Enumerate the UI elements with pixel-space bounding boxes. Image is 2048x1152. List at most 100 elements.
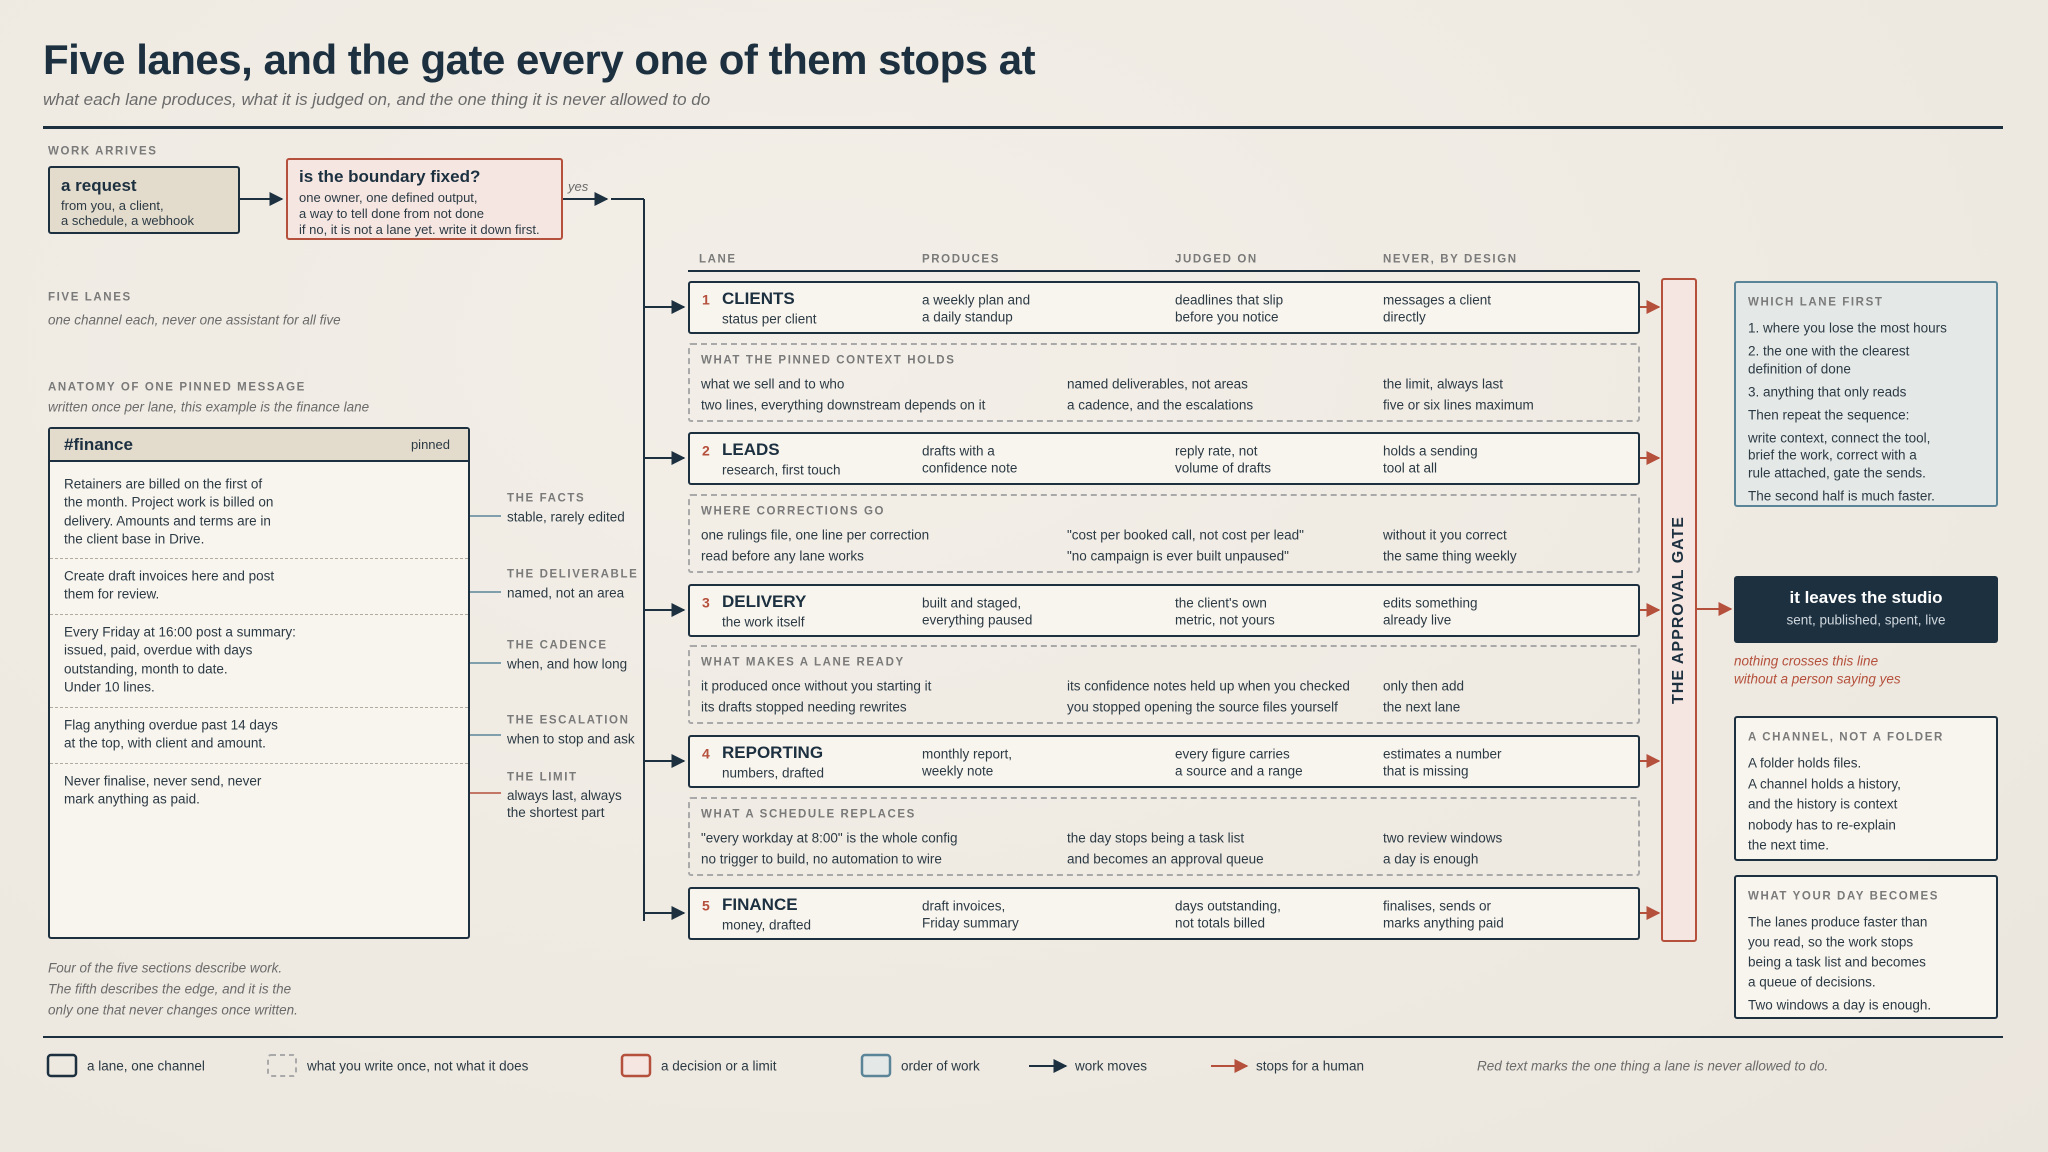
lane-never: messages a client — [1383, 292, 1492, 308]
legend-label: order of work — [901, 1058, 980, 1074]
lane-sub: the work itself — [722, 614, 805, 630]
lane-box — [688, 735, 1640, 788]
request-text: from you, a client, — [61, 198, 164, 213]
panel-title: WHICH LANE FIRST — [1748, 296, 1884, 309]
section-tag-note: named, not an area — [507, 585, 625, 601]
lane-box — [688, 432, 1640, 485]
note-text: its confidence notes held up when you ch… — [1067, 678, 1350, 694]
section-text: mark anything as paid. — [64, 791, 200, 807]
panel-text: A channel holds a history, — [1748, 776, 1901, 791]
note-text: read before any lane works — [701, 548, 864, 564]
note-text: you stopped opening the source files you… — [1067, 699, 1338, 715]
panel-text: a queue of decisions. — [1748, 974, 1876, 990]
lane-number: 1 — [702, 291, 710, 308]
decision-title: is the boundary fixed? — [299, 167, 481, 186]
section-label: FIVE LANES — [48, 291, 132, 304]
lane-name: CLIENTS — [722, 289, 795, 308]
panel-text: Then repeat the sequence: — [1748, 407, 1910, 422]
panel-text: and the history is context — [1748, 796, 1898, 812]
lane-produces: confidence note — [922, 460, 1018, 476]
section-tag-note: stable, rarely edited — [507, 509, 625, 525]
lane-sub: numbers, drafted — [722, 765, 825, 781]
lane-never: edits something — [1383, 595, 1478, 611]
legend-label: a decision or a limit — [661, 1058, 777, 1074]
pinned-tag: pinned — [410, 437, 450, 452]
lane-never: estimates a number — [1383, 746, 1502, 762]
legend-note: Red text marks the one thing a lane is n… — [1477, 1058, 1829, 1074]
side-panel — [1734, 875, 1998, 1019]
column-header: LANE — [699, 253, 737, 266]
section-text: at the top, with client and amount. — [64, 735, 266, 751]
section-text: Create draft invoices here and post — [64, 568, 275, 584]
decision-text: if no, it is not a lane yet. write it do… — [299, 222, 540, 237]
note-text: five or six lines maximum — [1383, 397, 1534, 413]
panel-text: The second half is much faster. — [1748, 488, 1935, 503]
note-text: the limit, always last — [1383, 376, 1504, 392]
section-text: Every Friday at 16:00 post a summary: — [64, 624, 296, 640]
lane-never: holds a sending — [1383, 443, 1478, 459]
lane-name: DELIVERY — [722, 592, 807, 611]
section-divider — [50, 707, 468, 708]
section-text: delivery. Amounts and terms are in — [64, 513, 271, 529]
lane-judged: every figure carries — [1175, 746, 1290, 762]
section-tag: THE FACTS — [507, 492, 586, 505]
panel-text: nobody has to re-explain — [1748, 817, 1896, 832]
note-title: WHERE CORRECTIONS GO — [701, 505, 886, 518]
panel-text: definition of done — [1748, 361, 1851, 376]
panel-text: 2. the one with the clearest — [1748, 343, 1910, 359]
lane-name: LEADS — [722, 440, 780, 459]
gate-label: THE APPROVAL GATE — [1670, 516, 1687, 704]
note-text: a cadence, and the escalations — [1067, 397, 1254, 413]
decision-box — [286, 158, 563, 240]
column-header: JUDGED ON — [1175, 253, 1258, 266]
lane-judged: days outstanding, — [1175, 898, 1281, 914]
note-text: what we sell and to who — [701, 376, 845, 392]
pinned-card — [48, 427, 470, 939]
note-box — [688, 494, 1640, 573]
lane-never: finalises, sends or — [1383, 898, 1492, 914]
section-tag-note: when, and how long — [507, 656, 628, 672]
lane-never: directly — [1383, 309, 1426, 325]
section-tag: THE LIMIT — [507, 771, 578, 784]
lane-number: 2 — [702, 442, 710, 459]
note-text: and becomes an approval queue — [1067, 851, 1264, 867]
legend-label: a lane, one channel — [87, 1058, 205, 1074]
section-note: written once per lane, this example is t… — [48, 399, 370, 415]
lane-judged: deadlines that slip — [1175, 292, 1284, 308]
section-divider — [50, 763, 468, 764]
note-box — [688, 645, 1640, 724]
lane-judged: before you notice — [1175, 309, 1279, 325]
note-text: the next lane — [1383, 699, 1461, 715]
section-tag-note: when to stop and ask — [507, 731, 635, 747]
card-connectors — [470, 515, 501, 794]
legend-swatches — [46, 1053, 1249, 1078]
footer-rule — [43, 1036, 2003, 1038]
lane-sub: research, first touch — [722, 462, 841, 478]
section-tag: THE CADENCE — [507, 639, 608, 652]
lane-sub: money, drafted — [722, 917, 812, 933]
note-text: the day stops being a task list — [1067, 830, 1245, 846]
panel-text: being a task list and becomes — [1748, 954, 1926, 970]
section-text: Flag anything overdue past 14 days — [64, 717, 278, 733]
gate-arrows — [1640, 300, 1733, 920]
note-title: WHAT MAKES A LANE READY — [701, 656, 905, 669]
panel-text: Two windows a day is enough. — [1748, 997, 1932, 1013]
lane-judged: a source and a range — [1175, 763, 1303, 779]
panel-text: the next time. — [1748, 837, 1830, 853]
section-label: WORK ARRIVES — [48, 145, 158, 158]
panel-text: you read, so the work stops — [1748, 934, 1914, 950]
note-text: only then add — [1383, 678, 1465, 694]
note-text: one rulings file, one line per correctio… — [701, 527, 930, 543]
exit-title: it leaves the studio — [1789, 588, 1943, 607]
note-title: WHAT THE PINNED CONTEXT HOLDS — [701, 354, 956, 367]
note-box — [688, 797, 1640, 876]
section-tag: THE ESCALATION — [507, 714, 630, 727]
lane-produces: drafts with a — [922, 443, 995, 459]
request-box — [48, 166, 240, 234]
note-text: two review windows — [1383, 830, 1503, 846]
header-rule — [43, 126, 2003, 129]
lane-box — [688, 281, 1640, 334]
footnote: Four of the five sections describe work. — [48, 960, 283, 976]
panel-text: brief the work, correct with a — [1748, 447, 1917, 463]
lane-never: already live — [1383, 612, 1452, 628]
